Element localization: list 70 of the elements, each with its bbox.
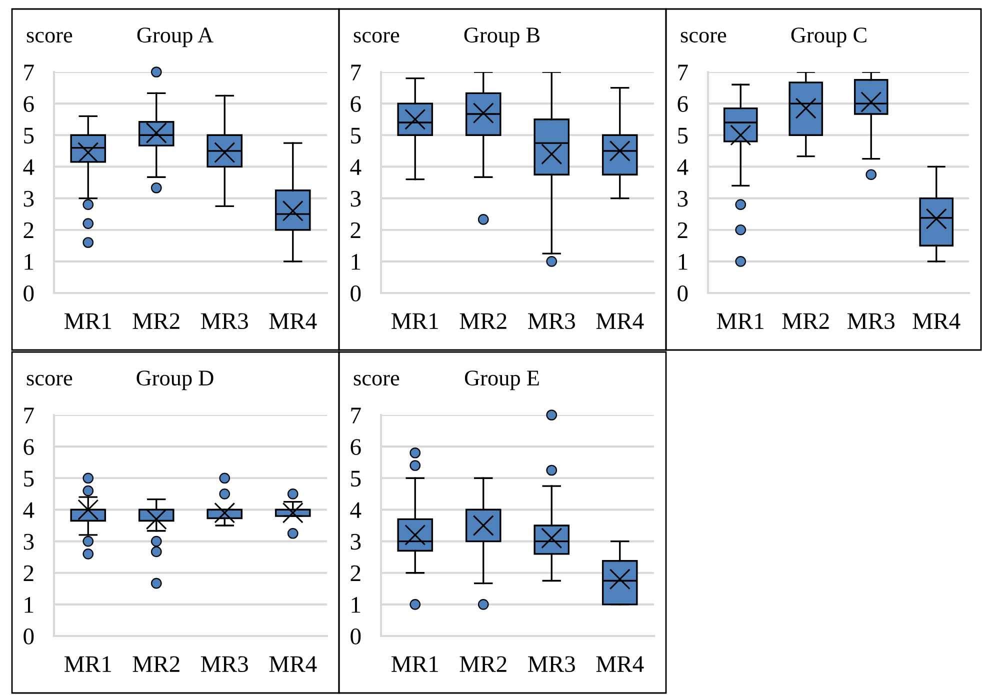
- x-tick-label: MR4: [912, 313, 960, 329]
- y-tick-label: 0: [350, 285, 361, 302]
- y-tick-label: 0: [350, 628, 361, 644]
- x-tick-label: MR1: [64, 656, 111, 672]
- y-tick-label: 6: [678, 96, 688, 112]
- chart-title: Group B: [464, 28, 540, 48]
- y-tick-label: 3: [350, 190, 361, 207]
- y-tick-label: 3: [350, 534, 361, 550]
- y-tick-label: 0: [24, 285, 34, 302]
- y-tick-label: 3: [24, 534, 34, 550]
- y-tick-label: 2: [24, 222, 34, 238]
- x-tick-label: MR1: [64, 313, 111, 329]
- y-tick-label: 6: [24, 439, 34, 455]
- x-tick-label: MR2: [782, 313, 829, 329]
- x-tick-label: MR1: [717, 313, 764, 329]
- x-tick-label: MR1: [392, 656, 438, 672]
- chart-title: Group D: [136, 370, 214, 390]
- y-tick-label: 1: [24, 254, 34, 270]
- y-tick-label: 5: [24, 128, 34, 144]
- y-axis-title: score: [680, 32, 726, 43]
- y-tick-label: 5: [351, 470, 361, 487]
- x-tick-label: MR4: [269, 656, 317, 672]
- y-tick-label: 0: [24, 628, 34, 644]
- x-tick-label: MR4: [269, 313, 317, 329]
- x-tick-label: MR3: [528, 313, 575, 330]
- y-axis-title: score: [354, 374, 400, 386]
- x-tick-label: MR3: [528, 656, 575, 672]
- y-tick-label: 4: [350, 159, 362, 175]
- y-tick-label: 3: [678, 190, 688, 207]
- y-tick-label: 6: [350, 439, 361, 455]
- y-tick-label: 5: [24, 470, 34, 487]
- x-tick-label: MR2: [132, 313, 180, 329]
- x-tick-label: MR4: [596, 656, 644, 672]
- y-tick-label: 2: [350, 565, 360, 582]
- y-tick-label: 7: [351, 408, 361, 424]
- y-tick-label: 6: [24, 96, 34, 112]
- chart-title: Group A: [137, 28, 214, 48]
- y-tick-label: 6: [350, 96, 361, 112]
- x-tick-label: MR2: [132, 656, 180, 672]
- y-tick-label: 2: [678, 222, 688, 238]
- y-tick-label: 4: [350, 502, 362, 518]
- x-tick-label: MR1: [392, 313, 438, 329]
- y-axis-title: score: [354, 32, 400, 43]
- y-tick-label: 7: [351, 64, 361, 80]
- chart-title: Group C: [791, 28, 866, 48]
- x-tick-label: MR3: [848, 313, 894, 330]
- x-tick-label: MR2: [460, 656, 506, 672]
- y-tick-label: 7: [24, 64, 34, 80]
- y-tick-label: 5: [678, 128, 688, 144]
- y-tick-label: 4: [23, 502, 34, 518]
- y-axis-title: score: [26, 374, 72, 386]
- y-tick-label: 0: [678, 285, 688, 302]
- y-tick-label: 1: [352, 597, 360, 613]
- x-tick-label: MR3: [201, 313, 248, 330]
- y-tick-label: 4: [23, 159, 34, 175]
- x-tick-label: MR4: [596, 313, 644, 329]
- y-tick-label: 5: [351, 128, 361, 144]
- y-tick-label: 3: [24, 190, 34, 207]
- y-tick-label: 1: [24, 597, 34, 613]
- y-tick-label: 4: [677, 159, 688, 175]
- y-tick-label: 2: [24, 565, 34, 582]
- chart-title: Group E: [464, 370, 539, 390]
- y-tick-label: 7: [24, 408, 34, 424]
- y-tick-label: 1: [678, 254, 688, 270]
- y-tick-label: 2: [350, 222, 360, 238]
- x-tick-label: MR2: [460, 313, 506, 329]
- x-tick-label: MR3: [201, 656, 248, 672]
- y-tick-label: 7: [678, 64, 688, 80]
- y-axis-title: score: [26, 32, 72, 43]
- y-tick-label: 1: [352, 254, 360, 270]
